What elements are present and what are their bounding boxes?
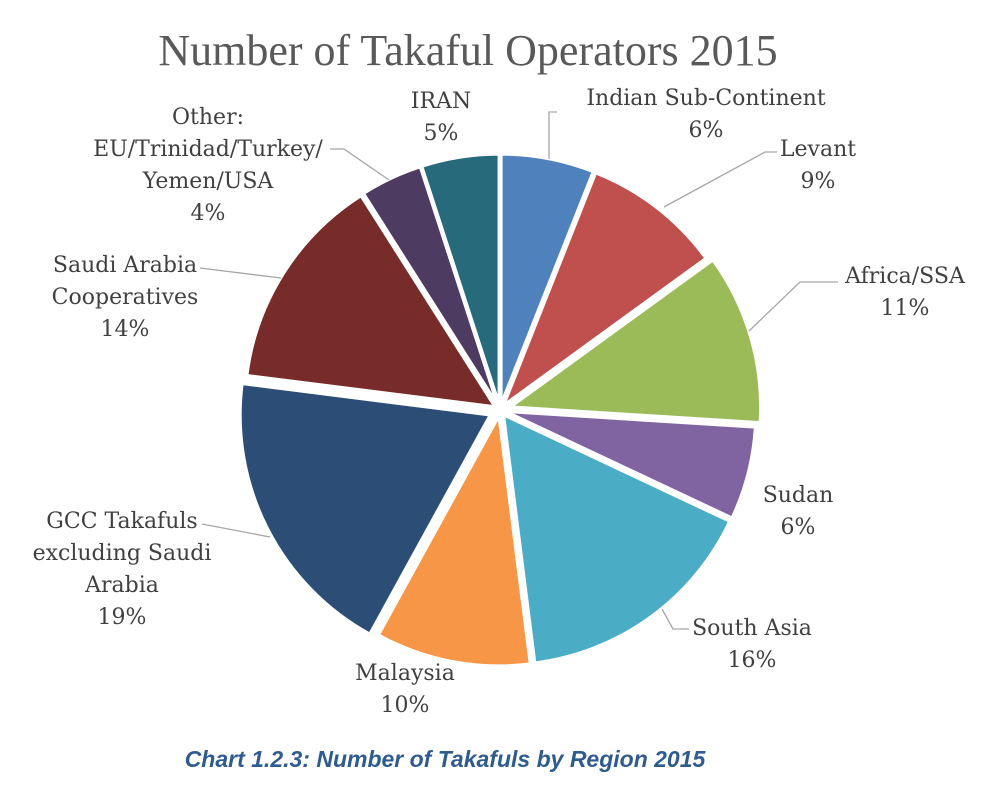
slice-percent-label-iran: 5% (424, 121, 459, 146)
slice-percent-label-indian-sub-continent: 6% (689, 118, 724, 143)
leader-lines (199, 111, 838, 630)
slice-name-label-other-eu-trinidad-turkey-yemen-usa: EU/Trinidad/Turkey/ (93, 137, 323, 162)
slice-percent-label-sudan: 6% (781, 515, 816, 540)
slice-percent-label-gcc-takafuls-excluding-saudi-arabia: 19% (98, 605, 147, 630)
slice-name-label-gcc-takafuls-excluding-saudi-arabia: Arabia (84, 573, 159, 598)
data-labels: Indian Sub-Continent 6% Levant 9% Africa/SSA… (33, 86, 966, 718)
slice-name-label-other-eu-trinidad-turkey-yemen-usa: Yemen/USA (142, 169, 275, 194)
leader-line-africa-ssa (748, 281, 838, 332)
pie-slices (238, 152, 763, 668)
slice-percent-label-south-asia: 16% (728, 648, 777, 673)
slice-name-label-gcc-takafuls-excluding-saudi-arabia: GCC Takafuls (46, 509, 197, 534)
chart-title: Number of Takaful Operators 2015 (158, 26, 777, 75)
slice-percent-label-malaysia: 10% (381, 693, 430, 718)
slice-percent-label-africa-ssa: 11% (881, 296, 930, 321)
slice-percent-label-saudi-arabia-cooperatives: 14% (101, 317, 150, 342)
slice-name-label-other-eu-trinidad-turkey-yemen-usa: Other: (172, 105, 244, 130)
leader-line-south-asia (661, 608, 689, 630)
pie-slice-south-asia (502, 413, 732, 665)
slice-percent-label-levant: 9% (801, 169, 836, 194)
pie-slice-levant (502, 171, 708, 407)
pie-slice-africa-ssa (509, 258, 763, 425)
slice-name-label-indian-sub-continent: Indian Sub-Continent (586, 86, 825, 111)
slice-name-label-iran: IRAN (411, 89, 471, 114)
pie-slice-indian-sub-continent (499, 152, 595, 406)
slice-name-label-africa-ssa: Africa/SSA (844, 264, 966, 289)
slice-name-label-malaysia: Malaysia (355, 661, 455, 686)
pie-slice-saudi-arabia-cooperatives (245, 194, 497, 409)
leader-line-saudi-arabia-cooperatives (199, 267, 282, 279)
slice-name-label-south-asia: South Asia (692, 616, 812, 641)
pie-slice-gcc-takafuls-excluding-saudi-arabia (238, 382, 492, 636)
slice-name-label-sudan: Sudan (763, 483, 834, 508)
pie-slice-malaysia (376, 414, 532, 668)
slice-name-label-saudi-arabia-cooperatives: Cooperatives (52, 285, 199, 310)
leader-line-levant (663, 151, 777, 208)
leader-line-indian-sub-continent (548, 111, 557, 159)
pie-slice-sudan (504, 409, 757, 520)
chart-caption: Chart 1.2.3: Number of Takafuls by Regio… (185, 746, 707, 772)
leader-line-other-eu-trinidad-turkey-yemen-usa (330, 148, 390, 181)
pie-slice-iran (420, 152, 501, 406)
slice-name-label-levant: Levant (780, 137, 856, 162)
pie-slice-other-eu-trinidad-turkey-yemen-usa (361, 165, 499, 407)
slice-name-label-gcc-takafuls-excluding-saudi-arabia: excluding Saudi (33, 541, 212, 566)
slice-name-label-saudi-arabia-cooperatives: Saudi Arabia (53, 253, 197, 278)
slice-percent-label-other-eu-trinidad-turkey-yemen-usa: 4% (191, 201, 226, 226)
leader-line-gcc-takafuls-excluding-saudi-arabia (201, 523, 271, 538)
